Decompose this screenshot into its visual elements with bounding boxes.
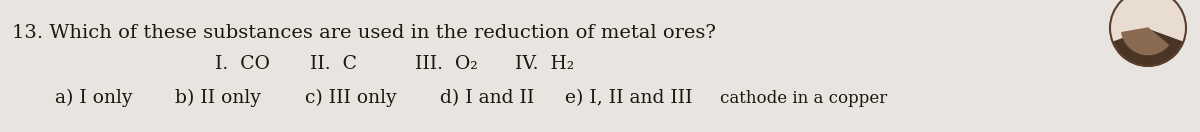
- Text: cathode in a copper: cathode in a copper: [720, 90, 887, 107]
- Wedge shape: [1122, 28, 1169, 55]
- Text: e) I, II and III: e) I, II and III: [565, 89, 692, 107]
- Text: III.  O₂: III. O₂: [415, 55, 478, 73]
- Wedge shape: [1112, 28, 1183, 66]
- Circle shape: [1110, 0, 1186, 66]
- Text: IV.  H₂: IV. H₂: [515, 55, 574, 73]
- Text: a) I only: a) I only: [55, 89, 132, 107]
- Text: c) III only: c) III only: [305, 89, 397, 107]
- Text: d) I and II: d) I and II: [440, 89, 534, 107]
- Text: II.  C: II. C: [310, 55, 358, 73]
- Text: I.  CO: I. CO: [215, 55, 270, 73]
- Text: b) II only: b) II only: [175, 89, 260, 107]
- Wedge shape: [1110, 0, 1186, 41]
- Text: 13. Which of these substances are used in the reduction of metal ores?: 13. Which of these substances are used i…: [12, 24, 716, 42]
